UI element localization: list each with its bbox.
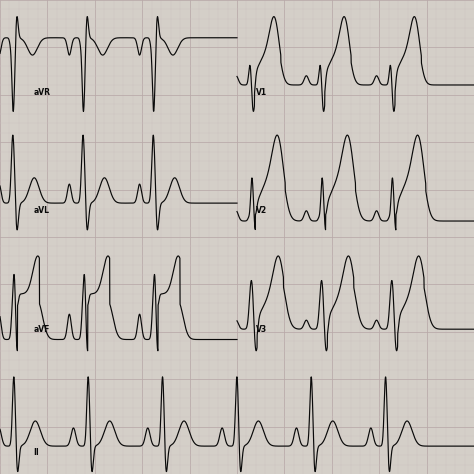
Text: aVF: aVF [33, 325, 50, 334]
Text: aVR: aVR [33, 88, 50, 97]
Text: V2: V2 [256, 206, 267, 215]
Text: V1: V1 [256, 88, 267, 97]
Text: aVL: aVL [33, 206, 49, 215]
Text: V3: V3 [256, 325, 267, 334]
Text: II: II [33, 448, 39, 457]
